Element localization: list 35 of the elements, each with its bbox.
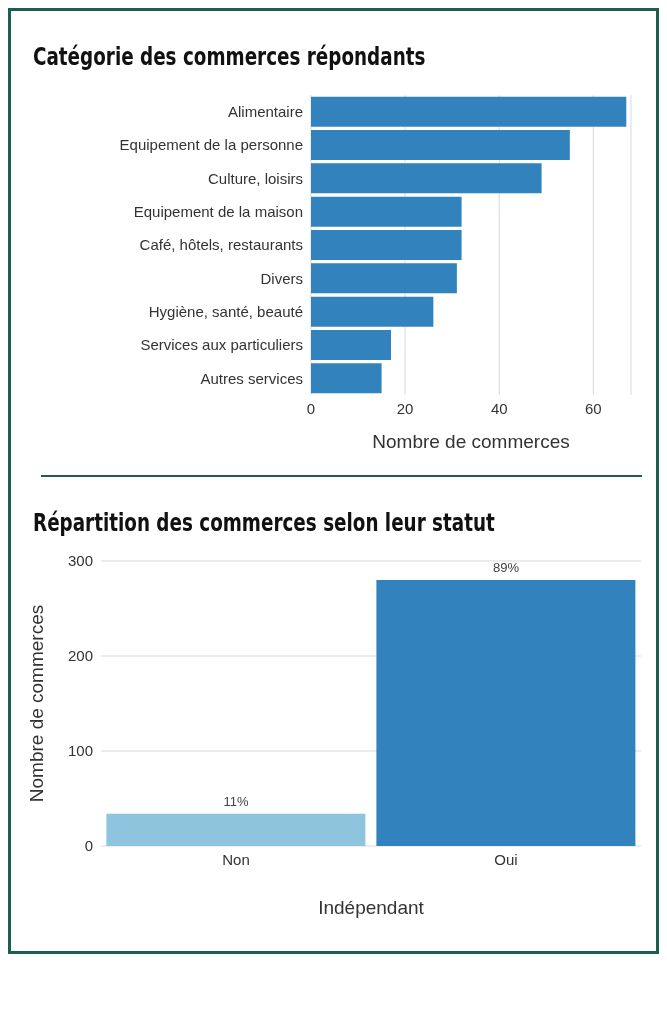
x-tick-label: Oui xyxy=(494,850,518,868)
y-tick-label: 100 xyxy=(67,742,93,760)
x-tick-label: 60 xyxy=(585,399,602,417)
x-tick-label: 20 xyxy=(396,399,414,417)
y-tick-label: Equipement de la personne xyxy=(119,136,303,154)
y-axis-title: Nombre de commerces xyxy=(25,604,47,803)
y-tick-label: 300 xyxy=(67,552,93,570)
bar xyxy=(311,196,462,227)
y-tick-label: Divers xyxy=(260,269,303,287)
y-tick-label: Alimentaire xyxy=(227,102,303,120)
bar xyxy=(311,263,457,294)
chart-title: Catégorie des commerces répondants xyxy=(33,43,427,71)
bar xyxy=(311,296,434,327)
x-axis-title: Nombre de commerces xyxy=(372,431,570,453)
bar xyxy=(311,363,382,394)
y-tick-label: Hygiène, santé, beauté xyxy=(148,302,303,320)
y-tick-label: 0 xyxy=(84,837,93,855)
annotation: 89% xyxy=(492,560,520,575)
x-axis-title: Indépendant xyxy=(318,897,425,919)
y-tick-label: Culture, loisirs xyxy=(207,169,303,187)
x-tick-label: 0 xyxy=(306,399,316,417)
y-tick-label: Equipement de la maison xyxy=(133,202,303,220)
x-tick-label: 40 xyxy=(490,399,508,417)
bar xyxy=(311,330,391,360)
y-tick-label: 200 xyxy=(67,647,93,665)
bar xyxy=(311,230,462,260)
chart-title: Répartition des commerces selon leur statut xyxy=(33,509,496,537)
bar xyxy=(311,96,627,127)
y-tick-label: Services aux particuliers xyxy=(140,336,303,354)
x-tick-label: Non xyxy=(222,850,250,868)
y-tick-label: Autres services xyxy=(200,369,303,387)
bar xyxy=(311,163,542,194)
bar xyxy=(311,130,570,160)
annotation: 11% xyxy=(223,793,249,809)
y-tick-label: Café, hôtels, restaurants xyxy=(139,236,303,254)
